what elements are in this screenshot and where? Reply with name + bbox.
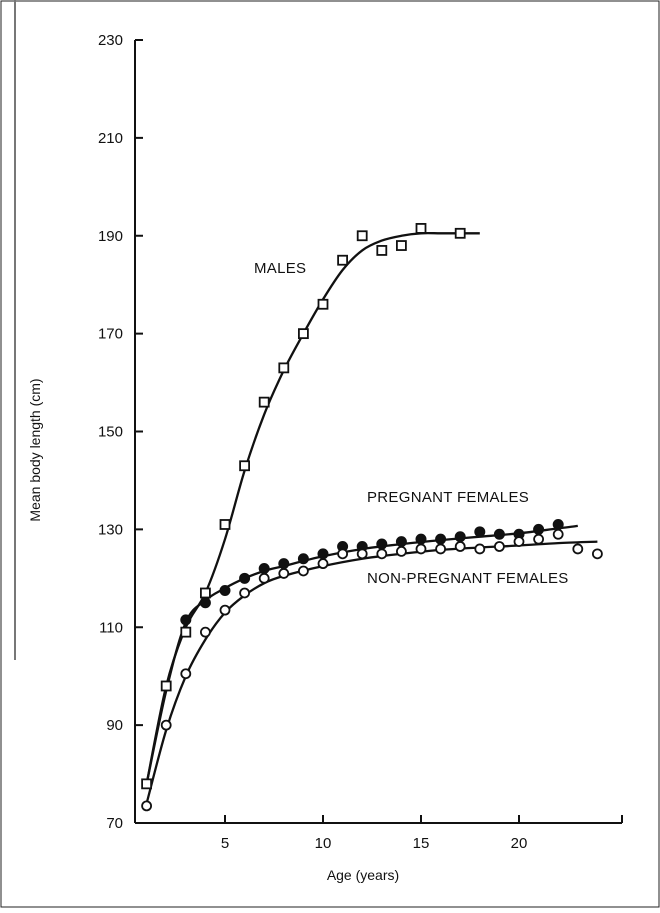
y-tick-label: 70 — [106, 815, 123, 832]
data-point-males — [160, 680, 172, 692]
data-point-non-pregnant-females — [376, 548, 388, 560]
data-point-males — [395, 240, 407, 251]
data-point-non-pregnant-females — [278, 568, 290, 579]
fit-curves — [145, 231, 598, 804]
y-axis-ticks: 70 90 110 130 150 170 190 210 230 — [98, 32, 143, 832]
data-point-non-pregnant-females — [493, 541, 505, 552]
y-tick-label: 230 — [98, 32, 123, 49]
series-label-pregnant-females: PREGNANT FEMALES — [367, 489, 529, 506]
y-tick-label: 110 — [99, 619, 123, 636]
data-point-non-pregnant-females — [435, 543, 447, 555]
data-point-non-pregnant-females — [337, 548, 349, 560]
data-point-non-pregnant-females — [552, 528, 564, 540]
data-point-males — [297, 328, 309, 340]
data-point-non-pregnant-females — [160, 719, 172, 731]
fit-curve-males — [145, 231, 480, 785]
data-point-non-pregnant-females — [297, 565, 309, 577]
data-point-pregnant-females — [552, 518, 564, 530]
x-tick-label: 10 — [315, 835, 332, 852]
data-point-pregnant-females — [533, 523, 545, 535]
data-point-pregnant-females — [454, 531, 466, 543]
y-tick-label: 190 — [98, 228, 123, 245]
data-point-pregnant-females — [180, 614, 192, 626]
fit-curve-pregnant-females — [145, 524, 578, 785]
data-point-males — [180, 626, 192, 638]
data-point-males — [415, 223, 427, 234]
data-point-non-pregnant-females — [180, 668, 192, 680]
data-point-pregnant-females — [297, 553, 309, 565]
data-point-males — [454, 227, 466, 239]
data-point-males — [337, 254, 349, 266]
data-point-non-pregnant-females — [258, 572, 270, 584]
data-point-males — [219, 519, 231, 530]
axes — [134, 40, 623, 824]
series-label-males: MALES — [254, 260, 306, 277]
data-point-pregnant-females — [415, 533, 427, 545]
data-point-non-pregnant-females — [141, 800, 153, 812]
data-point-males — [317, 298, 329, 310]
x-axis-title: Age (years) — [327, 867, 399, 883]
data-point-pregnant-females — [258, 563, 270, 575]
data-point-non-pregnant-females — [513, 536, 525, 548]
data-point-pregnant-females — [376, 538, 388, 550]
data-point-pregnant-females — [239, 572, 251, 584]
data-point-non-pregnant-females — [415, 543, 427, 555]
data-point-pregnant-females — [199, 597, 211, 609]
data-point-pregnant-females — [278, 558, 290, 570]
y-tick-label: 150 — [98, 424, 123, 441]
data-point-non-pregnant-females — [395, 545, 407, 557]
x-tick-label: 20 — [511, 835, 528, 852]
data-point-pregnant-females — [474, 526, 486, 538]
x-tick-label: 5 — [221, 835, 229, 852]
data-point-males — [376, 245, 388, 256]
data-point-pregnant-females — [317, 548, 329, 560]
data-point-non-pregnant-females — [199, 626, 211, 638]
data-point-pregnant-females — [493, 528, 505, 540]
y-tick-label: 210 — [98, 130, 123, 147]
data-point-non-pregnant-females — [219, 604, 231, 616]
data-point-males — [356, 230, 368, 242]
y-tick-label: 170 — [98, 326, 123, 343]
data-point-non-pregnant-females — [356, 548, 368, 560]
data-points — [141, 223, 603, 812]
x-tick-label: 15 — [413, 835, 430, 852]
data-point-non-pregnant-females — [454, 541, 466, 552]
y-tick-label: 130 — [98, 521, 123, 538]
y-axis-title: Mean body length (cm) — [27, 378, 43, 521]
data-point-non-pregnant-females — [474, 543, 486, 555]
data-point-males — [199, 587, 211, 599]
y-tick-label: 90 — [106, 717, 123, 734]
data-point-males — [239, 460, 251, 472]
data-point-non-pregnant-females — [239, 587, 251, 599]
data-point-non-pregnant-females — [592, 548, 603, 560]
data-point-pregnant-females — [395, 536, 407, 548]
data-point-males — [141, 778, 153, 790]
data-point-non-pregnant-females — [317, 558, 329, 570]
x-axis-ticks: 5 10 15 20 — [221, 815, 528, 852]
data-point-males — [278, 362, 290, 374]
series-label-non-pregnant-females: NON-PREGNANT FEMALES — [367, 570, 569, 587]
data-point-pregnant-females — [219, 585, 231, 597]
data-point-males — [258, 396, 270, 408]
data-point-non-pregnant-females — [572, 543, 584, 555]
data-point-pregnant-females — [435, 533, 447, 545]
data-point-non-pregnant-females — [533, 533, 544, 545]
